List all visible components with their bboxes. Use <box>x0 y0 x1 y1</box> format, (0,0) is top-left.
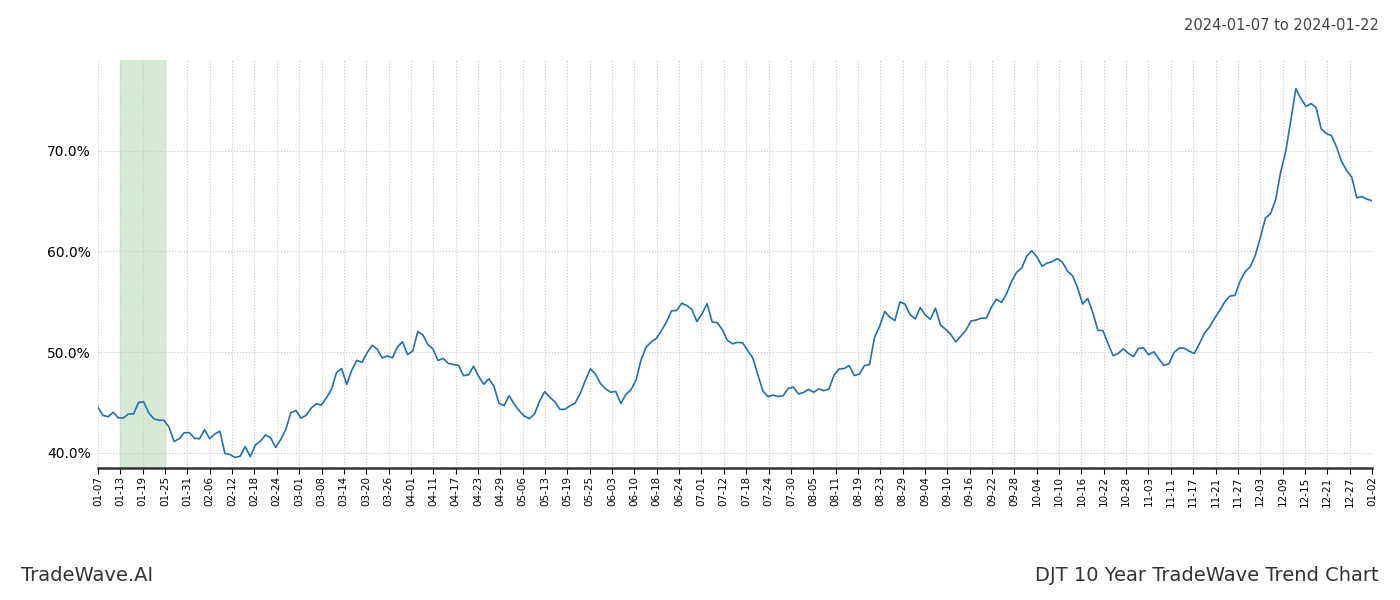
Bar <box>120 60 165 468</box>
Text: TradeWave.AI: TradeWave.AI <box>21 566 153 585</box>
Text: DJT 10 Year TradeWave Trend Chart: DJT 10 Year TradeWave Trend Chart <box>1036 566 1379 585</box>
Text: 2024-01-07 to 2024-01-22: 2024-01-07 to 2024-01-22 <box>1184 18 1379 33</box>
